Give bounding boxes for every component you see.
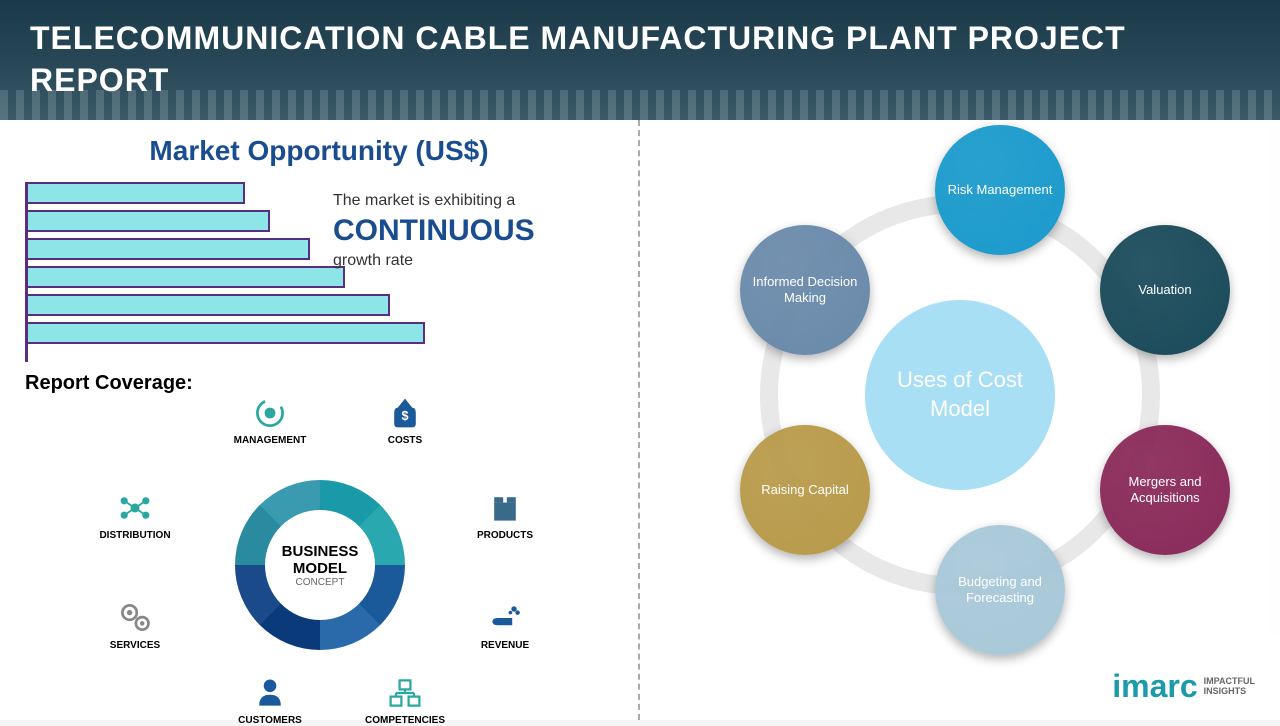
logo: imarc IMPACTFUL INSIGHTS xyxy=(1112,668,1255,705)
chart-axis xyxy=(25,182,28,362)
cost-node: Informed Decision Making xyxy=(740,225,870,355)
cost-model-diagram: Uses of Cost Model Risk ManagementValuat… xyxy=(680,135,1240,655)
bm-item-costs: $ COSTS xyxy=(355,395,455,446)
chart-bar xyxy=(25,238,310,260)
bm-item-revenue: REVENUE xyxy=(455,600,555,651)
growth-line2: growth rate xyxy=(333,252,593,270)
bm-item-label: REVENUE xyxy=(481,640,529,651)
growth-line1: The market is exhibiting a xyxy=(333,192,593,210)
bm-item-label: DISTRIBUTION xyxy=(99,530,170,541)
logo-tag2: INSIGHTS xyxy=(1204,687,1255,697)
cost-node: Budgeting and Forecasting xyxy=(935,525,1065,655)
header-title: TELECOMMUNICATION CABLE MANUFACTURING PL… xyxy=(30,18,1250,101)
customers-icon xyxy=(252,675,288,711)
bm-item-competencies: COMPETENCIES xyxy=(355,675,455,726)
cost-node: Valuation xyxy=(1100,225,1230,355)
market-opportunity-title: Market Opportunity (US$) xyxy=(25,135,613,167)
bm-item-services: SERVICES xyxy=(85,600,185,651)
cost-node: Mergers and Acquisitions xyxy=(1100,425,1230,555)
right-panel: Uses of Cost Model Risk Management Valuat… xyxy=(640,120,1280,720)
report-coverage-label: Report Coverage: xyxy=(25,372,613,395)
logo-brand: imarc xyxy=(1112,668,1197,705)
bm-item-label: CUSTOMERS xyxy=(238,715,302,726)
content: Market Opportunity (US$) The market is e… xyxy=(0,120,1280,720)
growth-emphasis: CONTINUOUS xyxy=(333,214,593,248)
services-icon xyxy=(117,600,153,636)
bm-item-management: MANAGEMENT xyxy=(220,395,320,446)
revenue-icon xyxy=(487,600,523,636)
bm-item-label: COMPETENCIES xyxy=(365,715,445,726)
left-panel: Market Opportunity (US$) The market is e… xyxy=(0,120,640,720)
chart-bar xyxy=(25,294,390,316)
bm-center-title: BUSINESS MODEL xyxy=(265,543,375,577)
management-icon xyxy=(252,395,288,431)
bar-chart: The market is exhibiting a CONTINUOUS gr… xyxy=(25,182,613,362)
competencies-icon xyxy=(387,675,423,711)
cost-node: Risk Management xyxy=(935,125,1065,255)
bm-item-label: SERVICES xyxy=(110,640,160,651)
distribution-icon xyxy=(117,490,153,526)
growth-text: The market is exhibiting a CONTINUOUS gr… xyxy=(333,192,593,270)
cost-center: Uses of Cost Model xyxy=(865,300,1055,490)
bm-center-sub: CONCEPT xyxy=(296,577,345,588)
bm-item-products: PRODUCTS xyxy=(455,490,555,541)
bm-center: BUSINESS MODEL CONCEPT xyxy=(265,510,375,620)
bm-item-label: PRODUCTS xyxy=(477,530,533,541)
business-model-diagram: BUSINESS MODEL CONCEPT MANAGEMENT $ COSTS D… xyxy=(25,405,615,725)
chart-bar xyxy=(25,210,270,232)
bm-item-label: COSTS xyxy=(388,435,422,446)
bm-item-label: MANAGEMENT xyxy=(234,435,307,446)
chart-bar xyxy=(25,182,245,204)
chart-bar xyxy=(25,322,425,344)
products-icon xyxy=(487,490,523,526)
svg-text:$: $ xyxy=(401,409,408,423)
bm-item-customers: CUSTOMERS xyxy=(220,675,320,726)
bm-item-distribution: DISTRIBUTION xyxy=(85,490,185,541)
header: TELECOMMUNICATION CABLE MANUFACTURING PL… xyxy=(0,0,1280,120)
chart-bar xyxy=(25,266,345,288)
costs-icon: $ xyxy=(387,395,423,431)
cost-node: Raising Capital xyxy=(740,425,870,555)
logo-tagline: IMPACTFUL INSIGHTS xyxy=(1204,677,1255,697)
